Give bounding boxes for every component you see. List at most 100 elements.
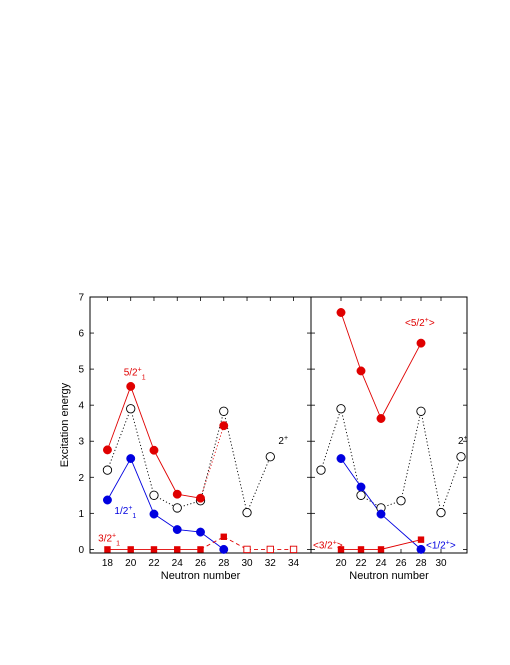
data-point — [417, 536, 425, 543]
data-point — [242, 507, 252, 518]
series-annotation: 3/2+1 — [98, 532, 120, 547]
data-point — [172, 489, 182, 499]
plot-frame-right — [310, 296, 468, 554]
x-axis-label: Neutron number — [161, 570, 241, 582]
data-point — [149, 509, 159, 519]
data-point — [336, 308, 346, 317]
series-line-segment — [420, 411, 442, 513]
y-tick-label: 6 — [78, 329, 84, 340]
series-line-segment — [340, 312, 362, 372]
series-line-segment — [320, 408, 342, 471]
series-line-segment — [400, 411, 422, 501]
data-point — [316, 465, 326, 475]
series-line-segment — [107, 386, 132, 451]
series-line-segment — [153, 450, 178, 495]
data-point — [172, 525, 182, 535]
x-tick-label: 26 — [195, 558, 207, 569]
series-line-segment — [200, 531, 225, 550]
series-annotation: 2+ — [278, 435, 288, 447]
x-tick-label: 24 — [375, 558, 387, 569]
panel-right: 20 22 24 26 28 30 Neutron number <5/2+> <1/2+> <3… — [310, 296, 468, 582]
series-line-segment — [130, 386, 155, 451]
x-tick-label: 20 — [125, 558, 137, 569]
y-tick-label: 1 — [78, 509, 84, 520]
data-point — [376, 509, 386, 519]
series-line-segment — [380, 342, 422, 419]
data-point — [357, 546, 365, 553]
data-point — [265, 452, 275, 462]
data-point — [127, 546, 134, 553]
data-point — [336, 454, 346, 463]
data-point — [219, 421, 229, 431]
x-tick-label: 28 — [218, 558, 230, 569]
series-annotation: 2+ — [458, 435, 468, 447]
data-point — [126, 454, 136, 463]
y-axis-label: Excitation energy — [59, 382, 71, 467]
data-point — [356, 490, 366, 500]
x-tick-label: 34 — [288, 558, 300, 569]
data-point — [149, 490, 159, 500]
series-line-segment — [440, 456, 462, 513]
x-tick-label: 18 — [102, 558, 114, 569]
data-point-open — [289, 545, 298, 554]
data-point — [104, 546, 111, 553]
series-line-segment — [223, 536, 248, 550]
y-tick-label: 2 — [78, 473, 84, 484]
data-point — [219, 406, 229, 416]
data-point — [172, 503, 182, 513]
series-line-segment — [360, 370, 382, 419]
series-line-segment — [380, 513, 422, 550]
series-line-segment — [380, 539, 422, 550]
series-line-segment — [107, 408, 132, 471]
data-point — [149, 445, 159, 455]
series-line-segment — [340, 458, 362, 488]
y-tick-label: 0 — [78, 545, 84, 556]
series-annotation: <3/2+> — [313, 540, 343, 552]
data-point — [219, 544, 229, 554]
data-point — [456, 452, 466, 462]
data-point — [126, 404, 136, 414]
data-point — [356, 482, 366, 492]
data-point — [102, 445, 112, 455]
data-point — [126, 381, 136, 391]
x-tick-label: 28 — [415, 558, 427, 569]
data-point — [396, 496, 406, 506]
data-point — [102, 495, 112, 505]
series-annotation: 1/2+1 — [114, 505, 136, 520]
series-annotation: <1/2+> — [426, 540, 456, 552]
x-tick-label: 26 — [395, 558, 407, 569]
series-annotation: 5/2+1 — [124, 367, 146, 382]
data-point — [337, 546, 345, 553]
data-point — [150, 546, 158, 553]
series-line-segment — [107, 458, 132, 501]
data-point — [416, 544, 426, 554]
series-line-segment — [246, 456, 271, 513]
x-tick-label: 30 — [241, 558, 253, 569]
x-tick-label: 22 — [355, 558, 367, 569]
series-line-segment — [130, 458, 155, 515]
series-line-segment — [200, 536, 224, 550]
data-point — [197, 546, 204, 553]
data-point — [416, 338, 426, 348]
data-point — [102, 465, 113, 475]
data-point — [336, 404, 346, 414]
data-point-open — [266, 545, 274, 554]
data-point-open — [243, 545, 251, 554]
y-tick-label: 4 — [78, 401, 84, 412]
series-line-segment — [153, 513, 178, 530]
x-tick-label: 24 — [172, 558, 184, 569]
x-tick-label: 22 — [148, 558, 160, 569]
data-point — [220, 533, 227, 540]
x-tick-label: 30 — [435, 558, 447, 569]
data-point — [196, 527, 205, 537]
y-tick-label: 3 — [78, 437, 84, 448]
data-point — [356, 366, 366, 376]
data-point — [416, 406, 426, 416]
data-point — [377, 546, 385, 553]
x-tick-label: 32 — [265, 558, 277, 569]
data-point — [376, 414, 386, 423]
y-tick-label: 5 — [78, 365, 84, 376]
